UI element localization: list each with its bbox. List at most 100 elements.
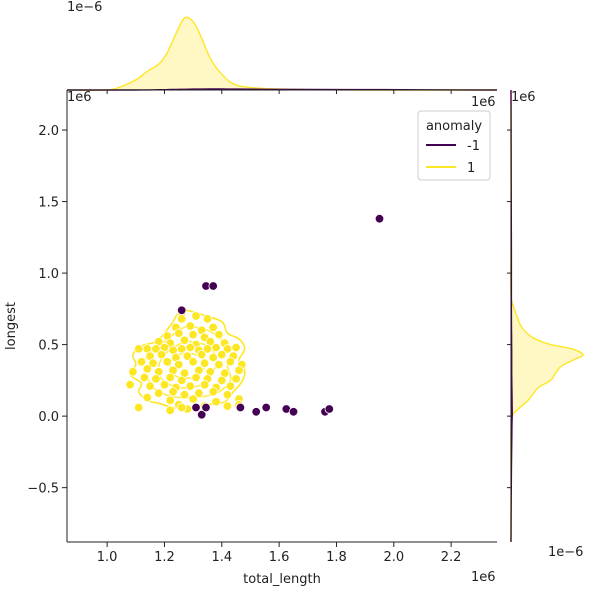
x-exponent-label: 1e6 [471, 570, 496, 585]
normal-point-34 [182, 351, 193, 361]
anomaly-point-6 [201, 402, 211, 413]
normal-point-73 [153, 388, 164, 398]
legend-title: anomaly [426, 119, 482, 134]
anomaly-point-11 [288, 407, 299, 417]
normal-point-72 [225, 381, 236, 391]
normal-point-2 [191, 311, 201, 321]
normal-point-37 [217, 349, 227, 360]
normal-point-19 [133, 344, 144, 354]
normal-point-10 [188, 329, 198, 340]
right-marginal-normal-fill [510, 90, 584, 542]
top-marginal-kde [66, 16, 498, 94]
y-tick-label-0: −0.5 [27, 482, 59, 497]
normal-point-43 [188, 357, 198, 367]
x-axis-label: total_length [243, 572, 321, 587]
normal-point-49 [142, 364, 153, 374]
normal-point-60 [176, 375, 187, 386]
normal-point-89 [133, 402, 144, 413]
right-marginal-exponent-label: 1e−6 [548, 545, 583, 560]
y-axis-label: longest [4, 302, 19, 350]
x-tick-label-0: 1.0 [97, 550, 118, 565]
y-exponent-label: 1e6 [67, 90, 92, 105]
anomaly-point-9 [261, 402, 271, 413]
normal-point-15 [179, 335, 190, 346]
normal-point-40 [148, 358, 158, 368]
anomaly-point-8 [251, 407, 261, 417]
normal-point-7 [208, 322, 218, 333]
normal-point-87 [222, 401, 233, 411]
anomaly-point-13 [324, 404, 335, 414]
normal-point-91 [176, 402, 187, 413]
right-marginal-top-exponent-label: 1e6 [511, 90, 536, 105]
y-tick-label-2: 0.5 [38, 339, 59, 354]
x-tick-label-2: 1.4 [211, 550, 232, 565]
normal-point-74 [168, 387, 178, 397]
normal-point-41 [162, 357, 173, 367]
normal-point-9 [174, 328, 184, 338]
legend: anomaly -1 1 [417, 110, 491, 181]
right-marginal-normal-line [510, 90, 584, 542]
x-tick-label-6: 2.2 [441, 550, 462, 565]
normal-point-82 [211, 397, 221, 407]
normal-point-76 [194, 388, 204, 398]
normal-point-80 [165, 395, 175, 406]
anomaly-point-3 [374, 213, 385, 224]
normal-point-5 [185, 321, 196, 331]
normal-point-45 [214, 359, 224, 370]
normal-point-67 [159, 380, 170, 390]
normal-point-46 [225, 357, 236, 367]
normal-point-28 [211, 342, 221, 353]
anomaly-point-4 [191, 402, 201, 413]
x-tick-label-4: 1.8 [326, 550, 347, 565]
normal-point-56 [234, 365, 244, 376]
y-tick-label-3: 1.0 [38, 267, 59, 282]
normal-point-64 [231, 374, 241, 384]
normal-point-12 [214, 329, 224, 340]
anomaly-point-0 [176, 305, 187, 316]
anomaly-point-5 [196, 410, 207, 420]
normal-point-32 [156, 349, 167, 360]
y-tick-label-4: 1.5 [38, 196, 59, 211]
normal-point-30 [231, 342, 241, 353]
top-marginal-normal-fill [67, 17, 497, 91]
normal-point-58 [151, 374, 161, 384]
scatter-points [125, 213, 385, 420]
normal-point-44 [199, 358, 210, 368]
top-marginal-normal-line [66, 16, 497, 91]
normal-point-61 [191, 372, 201, 383]
normal-point-25 [185, 342, 196, 353]
normal-point-59 [165, 372, 175, 383]
legend-entry-normal: 1 [467, 161, 475, 176]
normal-point-69 [185, 381, 196, 391]
normal-point-75 [179, 390, 190, 400]
normal-point-63 [217, 375, 227, 386]
right-marginal-kde [507, 89, 584, 543]
normal-point-65 [125, 380, 135, 390]
x-tick-label-5: 2.0 [383, 550, 404, 565]
normal-point-66 [145, 381, 155, 391]
normal-point-3 [202, 314, 213, 324]
normal-point-79 [142, 392, 153, 403]
main-scatter-plot: 1.0 1.2 1.4 1.6 1.8 2.0 2.2 −0.5 0.0 0.5 1.0 1.5 2.… [27, 90, 497, 565]
y-tick-label-1: 0.0 [38, 410, 59, 425]
normal-point-42 [174, 359, 184, 370]
y-tick-label-5: 2.0 [38, 124, 59, 139]
anomaly-point-2 [208, 281, 218, 291]
normal-point-78 [222, 390, 233, 400]
normal-point-1 [176, 314, 187, 324]
x-axis-ticks: 1.0 1.2 1.4 1.6 1.8 2.0 2.2 [97, 542, 462, 565]
normal-point-57 [139, 372, 150, 383]
top-marginal-exponent-label: 1e−6 [67, 0, 102, 15]
normal-point-70 [199, 380, 210, 390]
legend-entry-anomaly: -1 [467, 139, 480, 154]
normal-point-90 [165, 405, 175, 416]
normal-point-36 [208, 352, 218, 363]
main-top-right-exponent-label: 1e6 [471, 95, 496, 110]
normal-point-24 [176, 344, 187, 354]
y-axis-ticks: −0.5 0.0 0.5 1.0 1.5 2.0 [27, 124, 67, 497]
normal-point-35 [196, 349, 207, 360]
normal-point-77 [208, 387, 218, 397]
anomaly-point-7 [235, 402, 246, 413]
normal-point-39 [136, 357, 147, 367]
